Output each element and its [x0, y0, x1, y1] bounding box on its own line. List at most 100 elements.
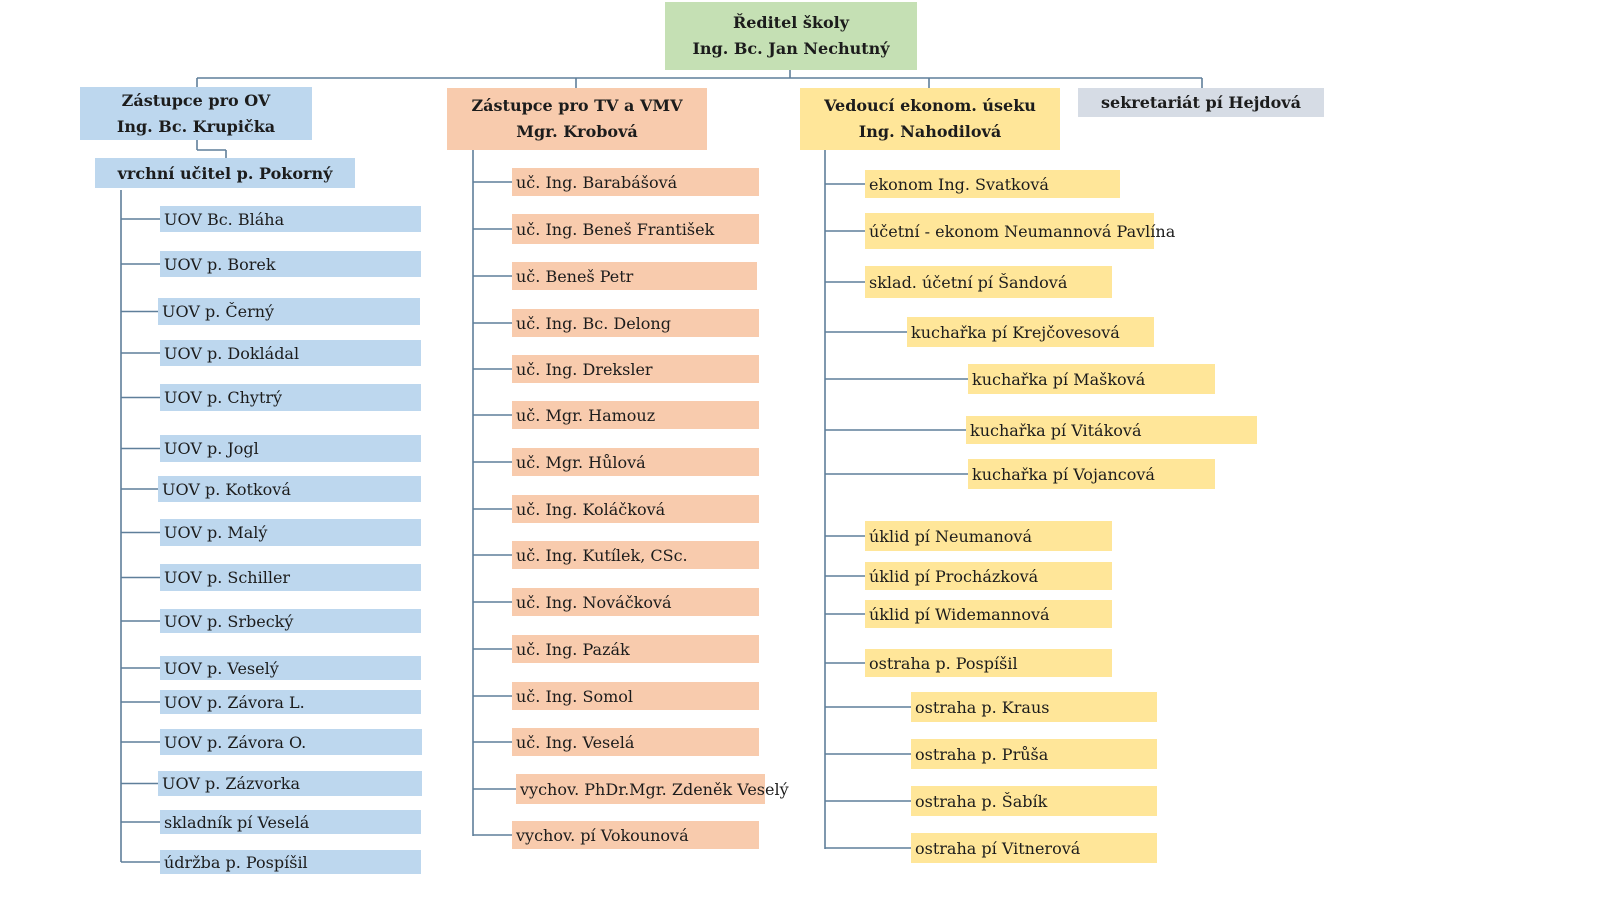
ek-member-label: kuchařka pí Vitáková	[970, 420, 1142, 440]
tv-member-label: uč. Ing. Veselá	[516, 732, 635, 752]
secretariat-box: sekretariát pí Hejdová	[1078, 88, 1324, 117]
ek-member-label: kuchařka pí Mašková	[972, 369, 1146, 389]
ov-member-box: UOV p. Kotková	[158, 476, 421, 502]
ov-member-label: UOV p. Schiller	[164, 568, 291, 587]
tv-member-box: uč. Ing. Dreksler	[512, 355, 759, 383]
tv-member-label: uč. Ing. Beneš František	[516, 219, 715, 239]
tv-member-box: uč. Ing. Nováčková	[512, 588, 759, 616]
tv-member-box: vychov. PhDr.Mgr. Zdeněk Veselý	[516, 774, 789, 804]
tv-member-box: uč. Ing. Bc. Delong	[512, 309, 759, 337]
ek-member-label: ostraha p. Průša	[915, 744, 1049, 764]
ov-member-box: UOV p. Závora O.	[160, 729, 422, 755]
ov-member-label: UOV p. Jogl	[164, 439, 259, 458]
tv-member-label: uč. Ing. Bc. Delong	[516, 313, 671, 333]
ov-member-box: UOV p. Borek	[160, 251, 421, 277]
ek-member-box: ostraha p. Kraus	[911, 692, 1157, 722]
ov-member-box: UOV p. Závora L.	[160, 690, 421, 714]
ek-member-label: úklid pí Neumanová	[869, 526, 1033, 546]
director-box: Ředitel školy Ing. Bc. Jan Nechutný	[665, 2, 917, 70]
ov-member-box: UOV Bc. Bláha	[160, 206, 421, 232]
tv-member-box: uč. Ing. Pazák	[512, 635, 759, 663]
ek-member-label: ostraha p. Kraus	[915, 697, 1050, 717]
ek-member-box: kuchařka pí Mašková	[968, 364, 1215, 394]
ov-deputy-name: Ing. Bc. Krupička	[116, 116, 276, 136]
ov-member-label: UOV p. Malý	[164, 523, 268, 542]
ek-member-box: úklid pí Procházková	[865, 562, 1112, 590]
tv-member-box: uč. Ing. Beneš František	[512, 214, 759, 244]
ov-member-label: UOV p. Závora O.	[164, 732, 307, 752]
tv-member-label: vychov. PhDr.Mgr. Zdeněk Veselý	[520, 779, 789, 799]
ov-member-box: UOV p. Černý	[158, 298, 420, 325]
ov-member-box: UOV p. Srbecký	[160, 609, 421, 633]
tv-member-box: uč. Ing. Barabášová	[512, 168, 759, 196]
tv-member-box: uč. Ing. Somol	[512, 682, 759, 710]
ov-member-box: UOV p. Schiller	[160, 564, 421, 591]
tv-member-box: vychov. pí Vokounová	[512, 821, 759, 849]
econ-head-box: Vedoucí ekonom. úseku Ing. Nahodilová	[800, 88, 1060, 150]
ov-senior-teacher-box: vrchní učitel p. Pokorný	[95, 158, 355, 188]
ek-member-label: úklid pí Widemannová	[869, 604, 1050, 624]
ek-member-box: ostraha pí Vitnerová	[911, 833, 1157, 863]
tv-member-box: uč. Ing. Veselá	[512, 728, 759, 756]
econ-head-title: Vedoucí ekonom. úseku	[824, 96, 1036, 115]
ov-member-label: skladník pí Veselá	[164, 812, 310, 832]
tv-member-label: uč. Ing. Kutílek, CSc.	[516, 545, 688, 565]
ov-member-label: UOV p. Veselý	[164, 658, 279, 678]
tv-member-label: uč. Mgr. Hamouz	[516, 405, 656, 425]
tv-member-label: uč. Ing. Nováčková	[516, 592, 672, 612]
ov-member-label: UOV p. Kotková	[162, 479, 291, 499]
ov-member-box: údržba p. Pospíšil	[160, 850, 421, 874]
ek-member-label: ostraha pí Vitnerová	[915, 838, 1081, 858]
tv-member-label: vychov. pí Vokounová	[516, 825, 689, 845]
ov-member-label: UOV p. Zázvorka	[162, 774, 301, 793]
tv-deputy-title: Zástupce pro TV a VMV	[471, 96, 683, 115]
director-title: Ředitel školy	[732, 13, 850, 32]
ov-member-label: UOV p. Dokládal	[164, 343, 300, 363]
ov-member-box: UOV p. Zázvorka	[158, 771, 422, 796]
ov-deputy-title: Zástupce pro OV	[121, 90, 271, 110]
ov-member-box: skladník pí Veselá	[160, 810, 421, 834]
ov-member-box: UOV p. Malý	[160, 519, 421, 546]
ek-member-box: sklad. účetní pí Šandová	[865, 266, 1112, 298]
ek-member-label: ostraha p. Šabík	[915, 791, 1048, 811]
ek-member-box: účetní - ekonom Neumannová Pavlína	[865, 213, 1175, 249]
ov-member-label: UOV p. Srbecký	[164, 611, 294, 631]
ov-member-box: UOV p. Veselý	[160, 656, 421, 680]
ek-member-box: ostraha p. Průša	[911, 739, 1157, 769]
tv-member-label: uč. Ing. Koláčková	[516, 499, 666, 519]
tv-member-label: uč. Ing. Somol	[516, 686, 633, 706]
tv-member-box: uč. Mgr. Hamouz	[512, 401, 759, 429]
ov-member-label: UOV Bc. Bláha	[164, 209, 285, 229]
ek-member-box: kuchařka pí Vojancová	[968, 459, 1215, 489]
ov-deputy-box: Zástupce pro OV Ing. Bc. Krupička	[80, 87, 312, 140]
ov-member-box: UOV p. Dokládal	[160, 340, 421, 366]
ov-member-box: UOV p. Chytrý	[160, 384, 421, 411]
ek-member-box: úklid pí Widemannová	[865, 600, 1112, 628]
tv-member-box: uč. Beneš Petr	[512, 262, 757, 290]
ek-member-label: účetní - ekonom Neumannová Pavlína	[869, 221, 1176, 241]
ek-member-box: kuchařka pí Vitáková	[966, 416, 1257, 444]
ov-member-box: UOV p. Jogl	[160, 435, 421, 462]
tv-member-label: uč. Beneš Petr	[516, 266, 634, 286]
director-name: Ing. Bc. Jan Nechutný	[692, 39, 890, 58]
ek-member-box: ostraha p. Šabík	[911, 786, 1157, 816]
ek-member-label: ekonom Ing. Svatková	[869, 174, 1049, 194]
ek-member-box: kuchařka pí Krejčovesová	[907, 317, 1154, 347]
tv-member-label: uč. Ing. Pazák	[516, 639, 630, 659]
ek-member-box: ostraha p. Pospíšil	[865, 649, 1112, 677]
ov-member-label: UOV p. Závora L.	[164, 692, 305, 712]
ov-member-label: UOV p. Černý	[162, 302, 275, 321]
tv-member-box: uč. Mgr. Hůlová	[512, 448, 759, 476]
ov-member-label: UOV p. Chytrý	[164, 388, 283, 407]
tv-member-label: uč. Ing. Dreksler	[516, 359, 653, 379]
secretariat-label: sekretariát pí Hejdová	[1101, 93, 1301, 112]
tv-member-box: uč. Ing. Kutílek, CSc.	[512, 541, 759, 569]
ek-member-box: ekonom Ing. Svatková	[865, 170, 1120, 198]
ek-member-box: úklid pí Neumanová	[865, 521, 1112, 551]
tv-member-label: uč. Ing. Barabášová	[516, 172, 678, 192]
tv-member-label: uč. Mgr. Hůlová	[516, 452, 646, 472]
econ-head-name: Ing. Nahodilová	[858, 122, 1002, 141]
ek-member-label: ostraha p. Pospíšil	[869, 653, 1018, 673]
